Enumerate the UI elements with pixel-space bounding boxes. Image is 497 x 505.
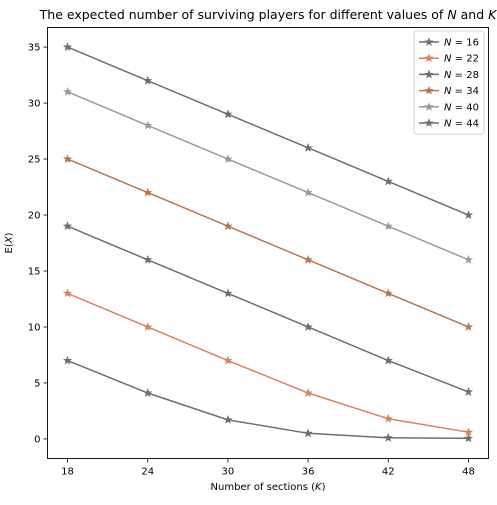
data-point: [463, 427, 474, 437]
data-point: [383, 176, 393, 186]
legend-label: N = 22: [444, 54, 479, 65]
data-point: [303, 187, 313, 197]
legend-item: N = 44: [419, 118, 479, 130]
legend-label: N = 28: [444, 70, 479, 81]
data-point: [143, 120, 153, 130]
data-point: [223, 355, 233, 365]
y-tick-label: 30: [28, 99, 41, 110]
data-point: [62, 42, 73, 52]
x-axis-label: Number of sections (K): [211, 482, 326, 493]
series-34: [62, 154, 474, 331]
series-28: [62, 221, 474, 396]
data-point: [62, 154, 73, 163]
y-tick-label: 10: [28, 322, 41, 333]
data-point: [223, 109, 233, 119]
data-point: [143, 388, 153, 397]
legend-item: N = 28: [419, 69, 479, 81]
data-point: [463, 322, 474, 331]
data-point: [143, 187, 153, 197]
legend-swatch-marker: [424, 37, 434, 46]
data-point: [463, 210, 474, 219]
x-tick-label: 36: [302, 467, 315, 478]
legend-label: N = 16: [444, 38, 479, 49]
legend-item: N = 22: [419, 53, 479, 65]
data-point: [303, 428, 313, 438]
data-point: [143, 75, 153, 85]
data-point: [62, 288, 73, 298]
y-tick-label: 5: [34, 378, 40, 389]
data-point: [463, 254, 474, 264]
legend-label: N = 44: [444, 119, 479, 130]
plot-frame: [47, 27, 489, 459]
legend-item: N = 40: [419, 101, 479, 113]
chart-title: The expected number of surviving players…: [39, 7, 497, 22]
data-point: [143, 254, 153, 264]
legend-item: N = 34: [419, 85, 479, 97]
y-tick-label: 35: [28, 43, 41, 54]
series-16: [62, 355, 474, 443]
y-axis-label: E(X): [4, 232, 15, 253]
y-tick-label: 25: [28, 155, 41, 166]
series-line: [67, 46, 469, 216]
x-tick-label: 24: [141, 467, 154, 478]
series-line: [67, 359, 469, 440]
x-tick-label: 30: [222, 467, 235, 478]
series-line: [67, 292, 469, 433]
series-line: [67, 158, 469, 328]
x-tick-label: 42: [382, 467, 395, 478]
data-point: [223, 415, 233, 424]
y-tick-label: 15: [28, 266, 41, 277]
data-point: [223, 221, 233, 231]
data-point: [143, 322, 153, 331]
legend-label: N = 34: [444, 86, 479, 97]
data-point: [62, 355, 73, 365]
data-point: [383, 413, 393, 423]
data-point: [383, 221, 393, 231]
series-40: [62, 87, 474, 264]
data-point: [223, 154, 233, 163]
data-point: [383, 432, 393, 442]
data-point: [303, 142, 313, 152]
series-line: [67, 225, 469, 393]
y-tick-label: 0: [34, 434, 40, 445]
y-axis: 0 5 10 15 20 25 30 35: [28, 43, 48, 445]
data-point: [303, 388, 313, 397]
legend-swatch-marker: [424, 69, 434, 79]
series-44: [62, 42, 474, 219]
x-axis: 18 24 30 36 42 48: [61, 458, 475, 478]
data-point: [383, 288, 393, 298]
data-point: [303, 322, 313, 331]
data-point: [383, 355, 393, 365]
data-point: [62, 87, 73, 96]
data-point: [303, 254, 313, 264]
x-tick-label: 18: [61, 467, 74, 478]
legend-item: N = 16: [419, 37, 479, 49]
data-point: [223, 288, 233, 298]
series-layer: [62, 42, 474, 443]
legend-swatch-marker: [424, 118, 434, 127]
legend-swatch-marker: [424, 85, 434, 95]
legend: N = 16 N = 22 N = 28 N = 34 N = 40 N = 44: [413, 30, 485, 135]
legend-swatch-marker: [424, 53, 434, 63]
data-point: [62, 221, 73, 231]
x-tick-label: 48: [462, 467, 475, 478]
legend-label: N = 40: [444, 102, 479, 113]
data-point: [463, 387, 474, 396]
series-22: [62, 288, 474, 437]
y-tick-label: 20: [28, 211, 41, 222]
series-line: [67, 91, 469, 261]
data-point: [463, 433, 474, 443]
legend-swatch-marker: [424, 101, 434, 111]
